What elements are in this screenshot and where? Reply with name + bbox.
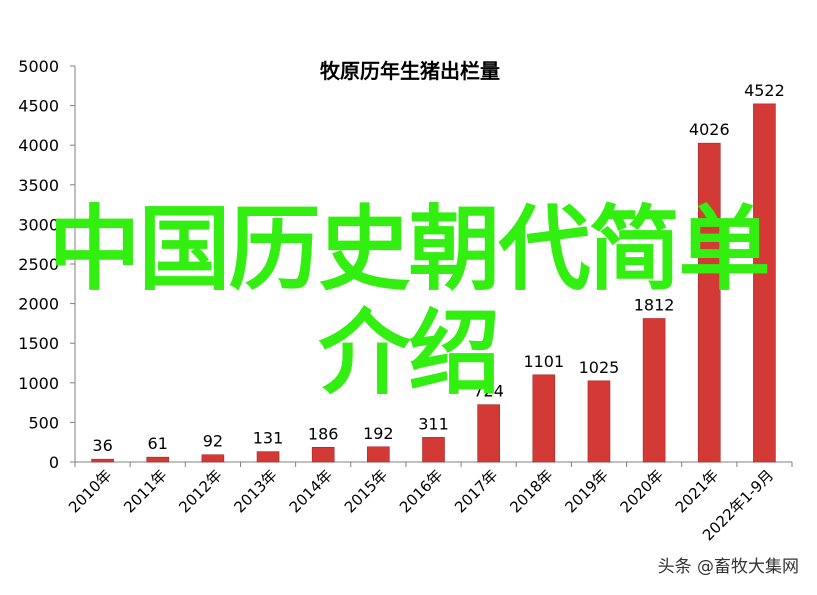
bar [532, 374, 556, 463]
y-axis: 0 500 1000 1500 2000 2500 3000 3500 4000 4500 5000 [18, 57, 76, 472]
y-tick-label: 4500 [18, 97, 59, 116]
bars [91, 103, 776, 463]
data-label: 4026 [689, 120, 730, 139]
x-tick-label: 2020年 [617, 466, 667, 516]
y-tick-label: 4000 [18, 136, 59, 155]
bar [422, 437, 445, 463]
bar [91, 458, 114, 463]
x-tick-label: 2013年 [231, 466, 281, 516]
x-tick-label: 2012年 [175, 466, 225, 516]
bar [256, 451, 280, 463]
bar [587, 380, 611, 463]
x-tick-label: 2021年 [672, 466, 722, 516]
x-tick-label: 2015年 [341, 466, 391, 516]
bar [753, 103, 776, 463]
x-tick-label: 2018年 [506, 466, 556, 516]
y-tick-label: 3500 [18, 176, 59, 195]
bar [311, 446, 335, 463]
bar [697, 142, 721, 463]
y-tick-label: 2500 [18, 255, 59, 274]
data-label: 724 [473, 382, 504, 401]
bar [146, 456, 170, 463]
data-label: 1101 [523, 352, 564, 371]
y-tick-label: 1000 [18, 374, 59, 393]
bar [642, 318, 666, 463]
x-axis: 2010年 2011年 2012年 2013年 2014年 2015年 2016年 2017年… [65, 461, 793, 544]
data-label: 4522 [744, 81, 785, 100]
data-label: 186 [308, 424, 339, 443]
data-label: 61 [148, 434, 168, 453]
y-tick-label: 3000 [18, 215, 59, 234]
bar [477, 404, 500, 463]
y-tick-label: 1500 [18, 334, 59, 353]
bar [201, 454, 225, 463]
y-tick-label: 0 [49, 453, 59, 472]
x-tick-label: 2017年 [451, 466, 501, 516]
x-tick-label: 2014年 [286, 466, 336, 516]
bar [367, 446, 390, 463]
data-labels: 36 61 92 131 186 192 311 724 1101 1025 1812 4026 452… [92, 81, 784, 455]
y-tick-label: 5000 [18, 57, 59, 76]
x-tick-label: 2016年 [396, 466, 446, 516]
data-label: 1025 [579, 358, 620, 377]
x-tick-label: 2011年 [120, 466, 170, 516]
x-tick-label: 2010年 [65, 466, 115, 516]
x-tick-label: 2019年 [561, 466, 611, 516]
chart-title: 牧原历年生猪出栏量 [320, 59, 500, 83]
data-label: 92 [203, 432, 223, 451]
data-label: 1812 [634, 295, 675, 314]
watermark: 头条 @畜牧大集网 [657, 557, 799, 577]
data-label: 311 [418, 414, 449, 433]
y-tick-label: 2000 [18, 295, 59, 314]
data-label: 131 [253, 429, 284, 448]
data-label: 36 [92, 436, 112, 455]
y-tick-label: 500 [28, 413, 59, 432]
data-label: 192 [363, 424, 394, 443]
